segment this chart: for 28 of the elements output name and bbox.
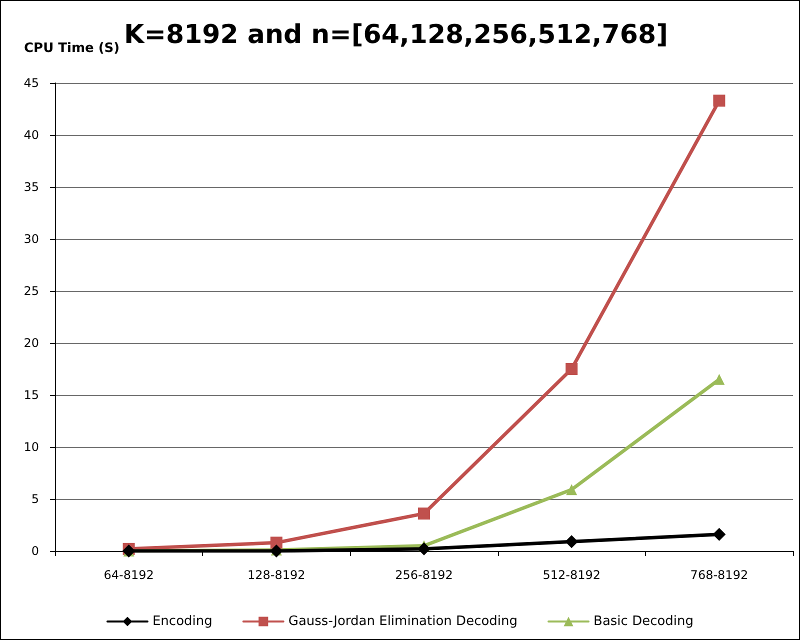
legend-label: Gauss-Jordan Elimination Decoding — [288, 614, 518, 629]
y-tick-label: 35 — [24, 180, 39, 194]
point — [565, 535, 578, 548]
y-tick-label: 0 — [31, 544, 39, 558]
chart-title: K=8192 and n=[64,128,256,512,768] — [124, 20, 668, 50]
x-tick-label: 512-8192 — [542, 568, 600, 582]
y-tick-label: 30 — [24, 232, 39, 246]
y-tick-label: 45 — [24, 76, 39, 90]
point — [418, 508, 430, 520]
x-tick-label: 256-8192 — [395, 568, 453, 582]
y-tick-label: 25 — [24, 284, 39, 298]
point — [566, 363, 578, 375]
legend-label: Basic Decoding — [594, 614, 694, 629]
x-tick-label: 64-8192 — [104, 568, 154, 582]
y-tick-label: 10 — [24, 440, 39, 454]
point — [713, 94, 726, 107]
y-tick-label: 15 — [24, 388, 39, 402]
y-tick-label: 40 — [24, 128, 39, 142]
legend-label: Encoding — [152, 614, 212, 629]
point — [712, 528, 726, 541]
y-tick-label: 5 — [31, 492, 39, 506]
point — [418, 542, 430, 556]
point — [714, 374, 725, 385]
x-tick-label: 768-8192 — [690, 568, 748, 582]
y-axis-title: CPU Time (S) — [24, 41, 120, 56]
y-tick-label: 20 — [24, 336, 39, 350]
point — [566, 484, 578, 496]
x-tick-label: 128-8192 — [248, 568, 306, 582]
